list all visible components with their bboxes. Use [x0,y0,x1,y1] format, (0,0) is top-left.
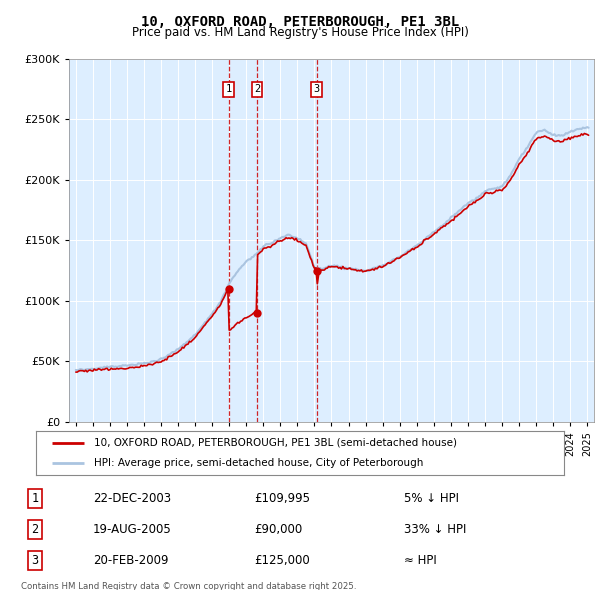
Text: 2: 2 [254,84,260,94]
Text: ≈ HPI: ≈ HPI [404,554,436,567]
Text: HPI: Average price, semi-detached house, City of Peterborough: HPI: Average price, semi-detached house,… [94,458,424,468]
Text: 22-DEC-2003: 22-DEC-2003 [92,492,171,505]
Text: 5% ↓ HPI: 5% ↓ HPI [404,492,458,505]
Text: £125,000: £125,000 [254,554,310,567]
Text: 20-FEB-2009: 20-FEB-2009 [92,554,168,567]
Text: 10, OXFORD ROAD, PETERBOROUGH, PE1 3BL: 10, OXFORD ROAD, PETERBOROUGH, PE1 3BL [141,15,459,29]
Text: 33% ↓ HPI: 33% ↓ HPI [404,523,466,536]
Text: Contains HM Land Registry data © Crown copyright and database right 2025.
This d: Contains HM Land Registry data © Crown c… [21,582,356,590]
Text: 3: 3 [314,84,320,94]
Text: £90,000: £90,000 [254,523,302,536]
Text: 3: 3 [31,554,38,567]
Text: 1: 1 [226,84,232,94]
Text: 1: 1 [31,492,38,505]
Text: 2: 2 [31,523,38,536]
Text: 19-AUG-2005: 19-AUG-2005 [92,523,172,536]
Text: Price paid vs. HM Land Registry's House Price Index (HPI): Price paid vs. HM Land Registry's House … [131,26,469,39]
Text: £109,995: £109,995 [254,492,310,505]
Text: 10, OXFORD ROAD, PETERBOROUGH, PE1 3BL (semi-detached house): 10, OXFORD ROAD, PETERBOROUGH, PE1 3BL (… [94,438,457,448]
